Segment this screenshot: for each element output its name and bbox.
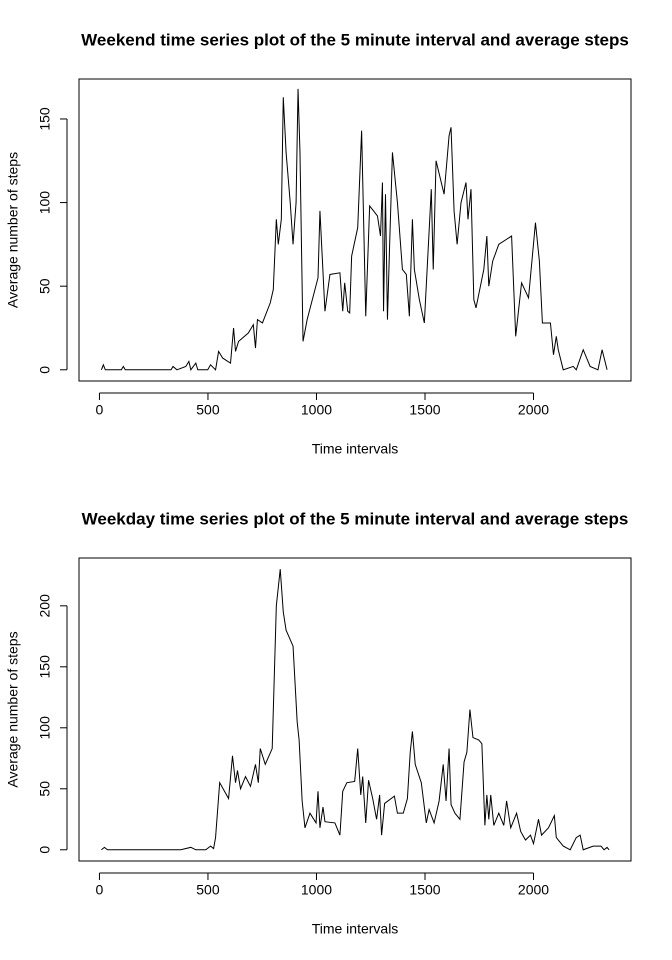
y-tick-label: 100 (37, 191, 53, 215)
x-tick-label: 500 (196, 882, 220, 898)
x-tick-label: 1000 (301, 882, 332, 898)
x-tick-label: 0 (96, 402, 104, 418)
x-axis-label: Time intervals (312, 921, 399, 937)
y-tick-label: 50 (37, 781, 53, 797)
x-tick-label: 0 (96, 882, 104, 898)
chart-title: Weekday time series plot of the 5 minute… (82, 509, 629, 528)
plot-box (78, 557, 632, 862)
x-tick-label: 2000 (518, 402, 549, 418)
x-tick-label: 1000 (301, 402, 332, 418)
y-tick-label: 50 (37, 278, 53, 294)
plot-box (78, 78, 632, 382)
data-line (100, 88, 608, 371)
x-tick-label: 1500 (409, 882, 440, 898)
y-tick-label: 0 (37, 366, 53, 374)
chart-title: Weekend time series plot of the 5 minute… (81, 30, 629, 49)
y-tick-label: 200 (37, 594, 53, 618)
y-tick-label: 100 (37, 716, 53, 740)
data-line (101, 569, 610, 851)
x-tick-label: 500 (196, 402, 220, 418)
x-axis-label: Time intervals (312, 441, 399, 457)
x-tick-label: 1500 (409, 402, 440, 418)
y-tick-label: 0 (37, 846, 53, 854)
y-tick-label: 150 (37, 107, 53, 131)
y-axis-label: Average number of steps (5, 152, 21, 308)
x-tick-label: 2000 (518, 882, 549, 898)
y-axis-label: Average number of steps (5, 631, 21, 787)
y-tick-label: 150 (37, 655, 53, 679)
